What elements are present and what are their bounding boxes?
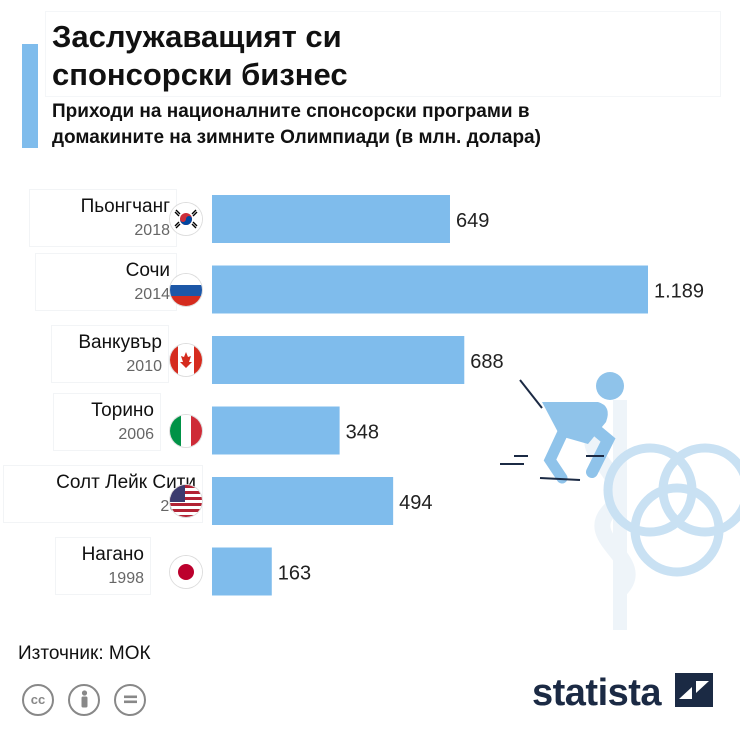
- italy-flag-icon: [170, 414, 202, 447]
- statista-logo-icon: [675, 673, 714, 707]
- value-label-1: 1.189: [654, 281, 704, 303]
- value-label-5: 163: [278, 563, 311, 585]
- year-label-1: 2014: [134, 286, 170, 303]
- bar-chart: 649 1.189 688 348 494 163: [212, 195, 704, 596]
- russia-flag-icon: [170, 273, 202, 306]
- value-label-4: 494: [399, 492, 432, 514]
- japan-flag-icon: [170, 555, 202, 588]
- year-label-0: 2018: [134, 222, 170, 239]
- value-label-3: 348: [346, 422, 379, 444]
- category-label-1: Сочи: [125, 260, 170, 281]
- year-label-5: 1998: [108, 570, 144, 587]
- category-label-5: Нагано: [81, 544, 144, 565]
- brand-text: statista: [532, 672, 662, 714]
- source-label: Източник: МОК: [18, 643, 151, 664]
- subtitle-line-2: домакините на зимните Олимпиади (в млн. …: [52, 127, 541, 148]
- no-derivatives-icon[interactable]: [114, 684, 146, 716]
- category-label-box-3: Торино 2006: [54, 394, 160, 450]
- title-box: [46, 12, 720, 96]
- skier-illustration: [500, 372, 740, 630]
- bar-5: [212, 547, 272, 596]
- bar-0: [212, 195, 450, 243]
- attribution-icon[interactable]: [68, 684, 100, 716]
- year-label-2: 2010: [126, 358, 162, 375]
- statista-logo[interactable]: statista: [532, 672, 714, 715]
- chart-subtitle: Приходи на националните спонсорски прогр…: [48, 99, 716, 161]
- category-label-0: Пьонгчанг: [80, 196, 170, 217]
- title-line-1: Заслужаващият си: [52, 19, 342, 54]
- canada-flag-icon: [170, 344, 202, 376]
- accent-bar: [22, 44, 38, 148]
- category-label-box-4: Солт Лейк Сити2002: [4, 466, 202, 522]
- category-label-2: Ванкувър: [78, 332, 162, 353]
- title-line-2: спонсорски бизнес: [52, 57, 348, 92]
- bar-3: [212, 406, 340, 455]
- south-korea-flag-icon: [170, 203, 202, 235]
- category-label-3: Торино: [91, 400, 154, 421]
- chart-title: Заслужаващият си спонсорски бизнес: [52, 18, 472, 94]
- category-label-box-1: Сочи 2014: [36, 254, 176, 310]
- value-label-0: 649: [456, 210, 489, 232]
- category-label-box-0: Пьонгчанг 2018: [30, 190, 176, 246]
- subtitle-line-1: Приходи на националните спонсорски прогр…: [52, 101, 530, 122]
- ring-icon: [630, 483, 724, 577]
- cc-license-icon[interactable]: cc: [22, 684, 54, 716]
- bar-2: [212, 336, 465, 384]
- value-label-2: 688: [470, 351, 503, 373]
- source-box: Източник: МОК: [12, 638, 184, 670]
- year-label-3: 2006: [118, 426, 154, 443]
- usa-flag-icon: [170, 485, 202, 517]
- bar-1: [212, 265, 648, 314]
- bar-4: [212, 477, 394, 525]
- category-label-box-5: Нагано 1998: [56, 538, 150, 594]
- category-label-box-2: Ванкувър 2010: [52, 326, 168, 382]
- category-label-4: Солт Лейк Сити: [56, 472, 196, 493]
